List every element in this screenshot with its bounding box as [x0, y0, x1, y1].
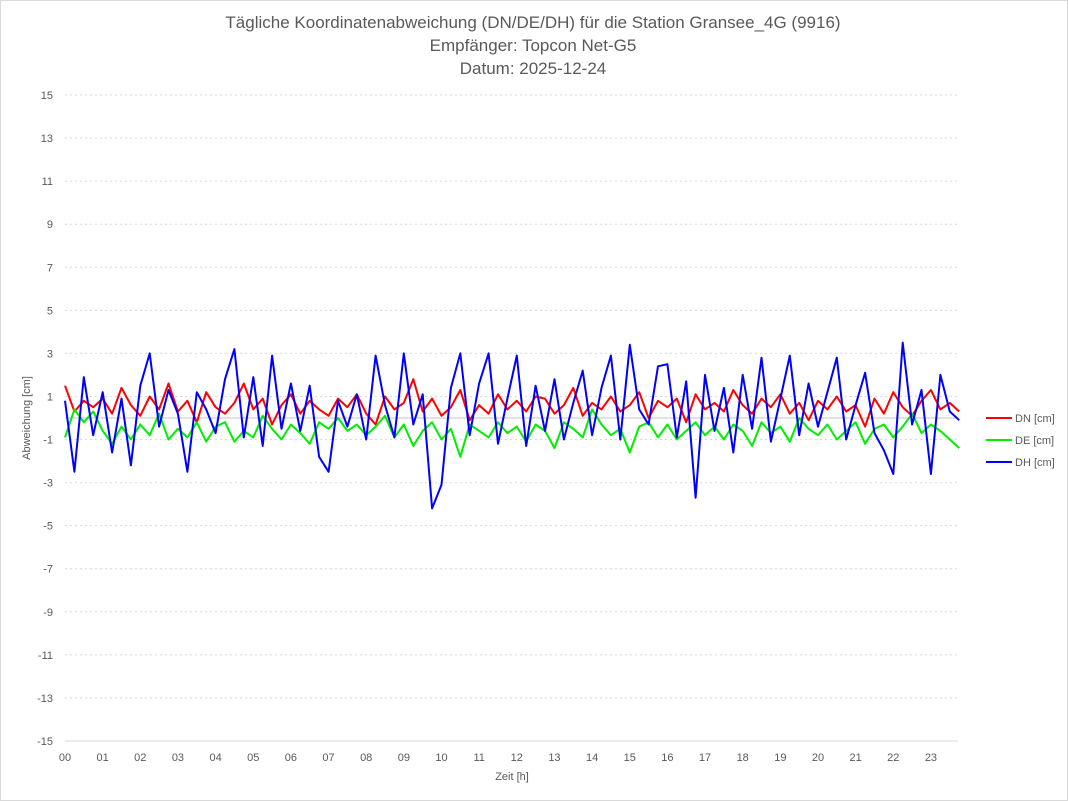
x-tick-label: 04 [209, 752, 221, 764]
x-tick-label: 13 [548, 752, 560, 764]
y-tick-label: 9 [47, 219, 53, 231]
y-tick-label: 5 [47, 305, 53, 317]
series-line-dh [64, 341, 960, 510]
x-tick-label: 02 [134, 752, 146, 764]
x-tick-label: 19 [774, 752, 786, 764]
y-tick-label: 7 [47, 262, 53, 274]
x-tick-label: 18 [737, 752, 749, 764]
y-tick-label: -15 [37, 736, 53, 748]
chart-title: Tägliche Koordinatenabweichung (DN/DE/DH… [225, 13, 840, 78]
y-tick-label: -13 [37, 693, 53, 705]
x-tick-label: 23 [925, 752, 937, 764]
y-tick-label: -9 [43, 607, 53, 619]
y-tick-label: 3 [47, 348, 53, 360]
x-tick-label: 00 [59, 752, 71, 764]
x-axis-label: Zeit [h] [495, 771, 529, 783]
x-tick-label: 17 [699, 752, 711, 764]
series-lines [64, 341, 960, 510]
x-tick-label: 20 [812, 752, 824, 764]
legend-label: DE [cm] [1015, 435, 1054, 447]
x-tick-label: 01 [97, 752, 109, 764]
y-tick-label: -3 [43, 478, 53, 490]
x-tick-label: 09 [398, 752, 410, 764]
legend: DN [cm] DE [cm] DH [cm] [986, 413, 1055, 469]
y-axis-ticks: 15 13 11 9 7 5 3 1 -1 -3 -5 -7 -9 -11 -13 -15 [37, 90, 53, 748]
y-tick-label: 11 [42, 176, 53, 188]
x-tick-label: 06 [285, 752, 297, 764]
chart-title-line: Empfänger: Topcon Net-G5 [430, 36, 637, 55]
x-tick-label: 07 [322, 752, 334, 764]
chart-title-line: Datum: 2025-12-24 [460, 59, 606, 78]
x-tick-label: 21 [850, 752, 862, 764]
y-axis-label: Abweichung [cm] [21, 376, 33, 460]
x-tick-label: 03 [172, 752, 184, 764]
y-tick-label: -11 [38, 650, 53, 662]
y-tick-label: 13 [41, 133, 53, 145]
x-tick-label: 16 [661, 752, 673, 764]
x-axis-ticks: 00 01 02 03 04 05 06 07 08 09 10 11 12 13 14 15 16 17 18 19… [59, 752, 937, 764]
x-tick-label: 22 [887, 752, 899, 764]
series-line-dn [64, 378, 960, 428]
y-tick-label: -5 [43, 521, 53, 533]
x-tick-label: 15 [624, 752, 636, 764]
x-tick-label: 14 [586, 752, 598, 764]
gridlines [65, 94, 958, 742]
x-tick-label: 08 [360, 752, 372, 764]
x-tick-label: 10 [435, 752, 447, 764]
legend-label: DN [cm] [1015, 413, 1055, 425]
x-tick-label: 12 [511, 752, 523, 764]
x-tick-label: 05 [247, 752, 259, 764]
legend-label: DH [cm] [1015, 457, 1055, 469]
y-tick-label: -7 [43, 564, 53, 576]
chart-title-line: Tägliche Koordinatenabweichung (DN/DE/DH… [225, 13, 840, 32]
y-tick-label: 15 [41, 90, 53, 102]
x-tick-label: 11 [473, 752, 484, 764]
y-tick-label: 1 [47, 391, 53, 403]
y-tick-label: -1 [43, 435, 53, 447]
